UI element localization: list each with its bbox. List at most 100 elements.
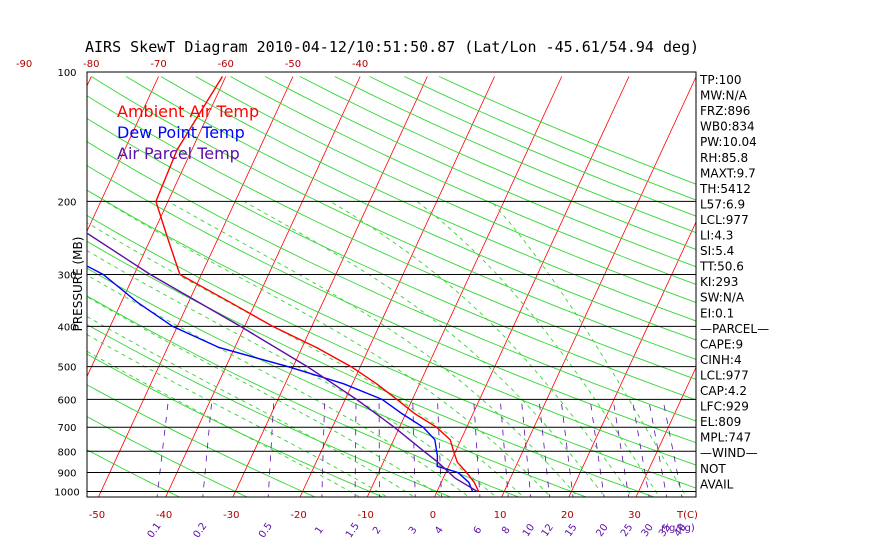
bottom-temperature-tick-label: -10 (358, 510, 374, 521)
moist-adiabat-line (87, 334, 389, 497)
top-temperature-tick-label: -40 (352, 59, 368, 70)
dry-adiabat-line (87, 141, 696, 422)
pressure-tick-labels: 100 200 300 400 500 600 700 800 900 1000 (54, 68, 79, 499)
dry-adiabat-line (299, 76, 696, 250)
dry-adiabat-line (87, 324, 452, 497)
pressure-tick-label: 900 (57, 469, 76, 480)
dry-adiabat-line (87, 449, 181, 497)
moist-adiabat-line (87, 350, 361, 497)
moist-adiabat-line (87, 222, 525, 497)
stability-index: SW:N/A (700, 291, 745, 305)
dry-adiabat-line (369, 76, 696, 217)
isotherm-line (501, 76, 696, 497)
legend-entry: Ambient Air Temp (117, 102, 259, 121)
mixing-ratio-label: 12 (540, 522, 556, 539)
mixing-ratio-line (560, 399, 574, 497)
bottom-temperature-tick-label: 10 (494, 510, 507, 521)
pressure-tick-label: 100 (57, 68, 76, 79)
isotherm-line (87, 76, 159, 233)
stability-index: LFC:929 (700, 400, 749, 414)
pressure-tick-label: 600 (57, 395, 76, 406)
stability-index: SI:5.4 (700, 244, 734, 258)
stability-index: MW:N/A (700, 89, 748, 103)
dry-adiabat-line (87, 165, 696, 444)
mixing-ratio-label: 0.1 (146, 521, 164, 540)
mixing-ratio-label: 6 (472, 525, 485, 537)
dry-adiabat-line (404, 76, 696, 201)
bottom-temperature-tick-label: -50 (89, 510, 105, 521)
stability-index: EL:809 (700, 415, 741, 429)
stability-index: LCL:977 (700, 368, 749, 382)
mixing-ratio-label: 3 (407, 525, 420, 537)
dry-adiabat-line (438, 76, 696, 185)
pressure-tick-label: 400 (57, 322, 76, 333)
series-line (87, 265, 474, 492)
bottom-temperature-tick-label: -30 (223, 510, 239, 521)
dry-adiabat-line (87, 95, 696, 380)
dry-adiabat-line (195, 76, 696, 303)
bottom-temperature-tick-labels: -50 -40 -30 -20 -10 0 10 20 30 (89, 510, 641, 521)
mixing-ratio-line (499, 399, 509, 497)
dry-adiabat-line (87, 267, 588, 497)
dry-adiabat-line (125, 76, 696, 341)
top-temperature-tick-label: -60 (218, 59, 234, 70)
legend: Ambient Air Temp Dew Point Temp Air Parcel… (117, 102, 259, 163)
bottom-temperature-tick-label: 30 (628, 510, 641, 521)
moist-adiabat-line (87, 296, 443, 497)
stability-index: WB0:834 (700, 120, 755, 134)
moist-adiabat-line (87, 274, 470, 497)
isobar-lines (86, 71, 697, 498)
stability-index: CAP:4.2 (700, 384, 747, 398)
dry-adiabat-line (87, 384, 317, 497)
series-line (87, 232, 478, 493)
dry-adiabat-line (87, 189, 696, 466)
mixing-ratio-label: 0.2 (191, 521, 209, 540)
legend-entry: Dew Point Temp (117, 123, 245, 142)
mixing-ratio-line (612, 399, 630, 497)
mixing-ratio-line (412, 399, 416, 497)
mixing-ratio-label: 10 (521, 522, 537, 539)
isotherm-line (0, 77, 24, 501)
stability-index: LCL:977 (700, 213, 749, 227)
stability-index: LI:4.3 (700, 229, 733, 243)
mixing-ratio-line (267, 399, 275, 497)
bottom-temperature-tick-label: 0 (430, 510, 436, 521)
mixing-ratio-label: 20 (594, 522, 610, 539)
moist-adiabat-line (243, 201, 606, 497)
pressure-tick-label: 800 (57, 447, 76, 458)
stability-index: TH:5412 (699, 182, 751, 196)
pressure-tick-label: 500 (57, 363, 76, 374)
mixing-ratio-unit-label: r(g/kg) (661, 523, 695, 534)
top-temperature-tick-label: -90 (16, 59, 32, 70)
mixing-ratio-line (321, 399, 326, 497)
bottom-temperature-tick-label: 20 (561, 510, 574, 521)
isotherm-line (87, 76, 227, 378)
dry-adiabat-line (160, 76, 696, 322)
moist-adiabat-line (87, 315, 416, 497)
mixing-ratio-line (156, 399, 169, 497)
pressure-tick-label: 200 (57, 197, 76, 208)
dry-adiabat-line (264, 76, 696, 268)
mixing-ratio-line (631, 399, 650, 497)
mixing-ratio-label: 25 (619, 522, 635, 539)
moist-adiabat-line (104, 201, 552, 497)
mixing-ratio-label: 15 (563, 522, 579, 539)
stability-index: PW:10.04 (700, 135, 757, 149)
stability-index: AVAIL (700, 477, 734, 491)
stability-index: TT:50.6 (699, 260, 744, 274)
isotherm-line (299, 76, 495, 497)
mixing-ratio-line (202, 399, 213, 497)
stability-index: RH:85.8 (700, 151, 748, 165)
mixing-ratio-line (589, 399, 605, 497)
stability-index: L57:6.9 (700, 197, 745, 211)
moist-adiabat-line (168, 201, 579, 497)
moist-adiabat-line (330, 201, 633, 497)
stability-index: CAPE:9 (700, 337, 743, 351)
top-temperature-tick-labels: -120-110-100-90-80-70-60-50-40 (16, 59, 368, 70)
mixing-ratio-label: 1 (313, 525, 326, 537)
isotherm-line (434, 76, 630, 497)
bottom-temperature-tick-label: -20 (290, 510, 306, 521)
chart-title: AIRS SkewT Diagram 2010-04-12/10:51:50.8… (85, 38, 699, 56)
mixing-ratio-line (538, 399, 550, 497)
